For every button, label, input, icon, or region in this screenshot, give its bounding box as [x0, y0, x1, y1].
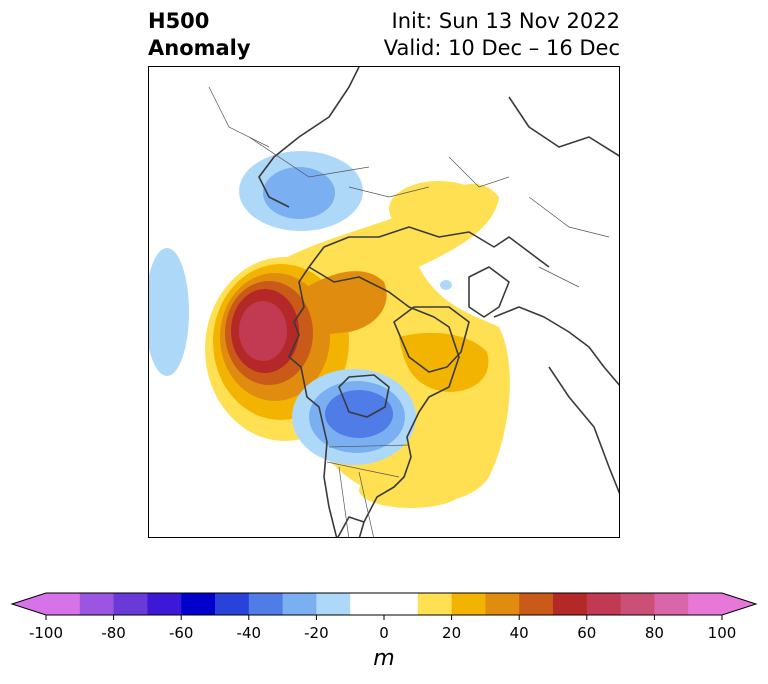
- colorbar-segment: [46, 593, 81, 615]
- colorbar-tick-label: 60: [577, 624, 597, 642]
- title-right: Init: Sun 13 Nov 2022 Valid: 10 Dec – 16…: [384, 8, 620, 62]
- colorbar-extend-max: [722, 593, 756, 615]
- map-panel: [148, 66, 620, 538]
- colorbar-tick-label: -60: [168, 624, 194, 642]
- title-variable: H500: [148, 9, 210, 33]
- colorbar-segment: [79, 593, 115, 615]
- colorbar-segment: [688, 593, 723, 615]
- colorbar-segment: [282, 593, 317, 615]
- colorbar-segment: [350, 593, 419, 615]
- colorbar-tick-label: -100: [28, 624, 64, 642]
- borders: [208, 86, 610, 537]
- init-time: Init: Sun 13 Nov 2022: [391, 9, 620, 33]
- coast-canada-arctic: [308, 266, 460, 537]
- colorbar-segment: [586, 593, 622, 615]
- anomaly-scandinavia-positive: [389, 181, 489, 237]
- colorbar-segment: [620, 593, 655, 615]
- colorbar-units: m: [373, 646, 395, 671]
- anomaly-west-pacific-negative: [149, 248, 189, 376]
- colorbar-segment: [417, 593, 453, 615]
- coast-alaska: [288, 266, 338, 537]
- colorbar-segment: [113, 593, 148, 615]
- coast-mexico: [337, 516, 365, 537]
- colorbar-segment: [147, 593, 182, 615]
- coast-greenland: [393, 306, 470, 373]
- coast-siberia: [308, 226, 550, 268]
- colorbar-segment: [316, 593, 351, 615]
- colorbar-tick-label: -20: [304, 624, 329, 642]
- colorbar-segment: [215, 593, 250, 615]
- colorbar: [10, 592, 758, 620]
- colorbar-tick-label: 40: [509, 624, 529, 642]
- colorbar-tick-label: 20: [442, 624, 462, 642]
- coast-europe: [493, 306, 619, 386]
- colorbar-segment: [451, 593, 486, 615]
- colorbar-tick-label: 80: [644, 624, 664, 642]
- colorbar-segment: [654, 593, 689, 615]
- valid-time: Valid: 10 Dec – 16 Dec: [383, 36, 620, 60]
- colorbar-extend-min: [12, 593, 46, 615]
- anomaly-siberia-negative-inner: [263, 167, 335, 219]
- anomaly-fields: [149, 151, 510, 508]
- coast-east-asia: [258, 67, 360, 208]
- colorbar-tick-label: -80: [101, 624, 126, 642]
- colorbar-segment: [181, 593, 216, 615]
- anomaly-southeast-us-positive: [359, 472, 463, 508]
- coast-scandinavia: [468, 266, 510, 318]
- anomaly-atlantic-30: [399, 332, 489, 392]
- colorbar-segment: [485, 593, 520, 615]
- coastlines: [258, 67, 619, 537]
- anomaly-map: [149, 67, 619, 537]
- colorbar-segment: [553, 593, 588, 615]
- coast-hudson-bay: [338, 374, 390, 418]
- anomaly-pacific-70: [239, 301, 287, 361]
- title-left: H500 Anomaly: [148, 8, 251, 62]
- colorbar-segment: [519, 593, 554, 615]
- title-field: Anomaly: [148, 36, 251, 60]
- coast-europe-north: [508, 96, 619, 157]
- colorbar-tick-label: 100: [707, 624, 737, 642]
- colorbar-tick-label: -40: [236, 624, 262, 642]
- colorbar-segment: [248, 593, 284, 615]
- coast-africa: [548, 366, 619, 495]
- colorbar-tick-label: 0: [379, 624, 389, 642]
- anomaly-polar-negative: [440, 280, 452, 290]
